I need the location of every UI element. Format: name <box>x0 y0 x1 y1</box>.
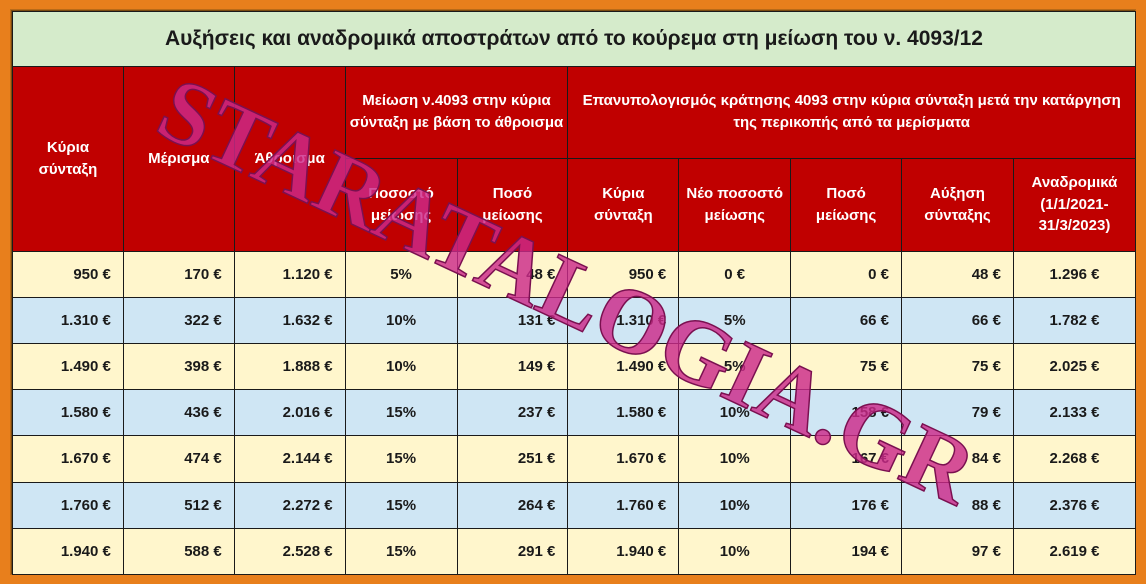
cell-main-pension: 1.760 € <box>12 481 124 529</box>
cell-amount-reduction-recalc: 176 € <box>790 481 903 529</box>
cell-retroactive: 2.619 € <box>1012 527 1137 576</box>
table-row: 950 €170 €1.120 €5% 48 €950 €0 €0 €48 €1.… <box>12 250 1137 298</box>
cell-main-pension: 950 € <box>12 250 124 298</box>
cell-sum: 2.528 € <box>233 527 346 576</box>
cell-new-pct: 0 € <box>678 250 792 298</box>
cell-main-pension-recalc: 1.670 € <box>567 435 680 483</box>
cell-main-pension-recalc: 1.310 € <box>567 296 680 345</box>
table-row: 1.580 €436 €2.016 €15% 237 €1.580 €10% 158… <box>12 389 1137 437</box>
cell-main-pension-recalc: 950 € <box>567 250 680 298</box>
pension-table: Αυξήσεις και αναδρομικά αποστράτων από τ… <box>12 11 1137 576</box>
cell-retroactive: 1.296 € <box>1012 250 1137 298</box>
cell-amount-reduction: 48 € <box>456 250 569 298</box>
cell-main-pension-recalc: 1.760 € <box>567 481 680 529</box>
cell-pct-reduction: 5% <box>344 250 458 298</box>
cell-sum: 2.272 € <box>233 481 346 529</box>
header-sum: Άθροισμα <box>233 65 346 252</box>
cell-main-pension: 1.670 € <box>12 435 124 483</box>
cell-amount-reduction-recalc: 167 € <box>790 435 903 483</box>
cell-amount-reduction: 251 € <box>456 435 569 483</box>
cell-increase: 66 € <box>901 296 1014 345</box>
cell-amount-reduction: 237 € <box>456 389 569 437</box>
cell-dividend: 322 € <box>122 296 235 345</box>
table-row: 1.310 €322 €1.632 €10% 131 €1.310 €5% 66 €… <box>12 296 1137 345</box>
cell-amount-reduction: 131 € <box>456 296 569 345</box>
cell-dividend: 170 € <box>122 250 235 298</box>
header-increase: Αύξηση σύνταξης <box>901 157 1014 252</box>
cell-amount-reduction: 264 € <box>456 481 569 529</box>
cell-main-pension: 1.490 € <box>12 342 124 391</box>
cell-new-pct: 10% <box>678 527 792 576</box>
cell-increase: 88 € <box>901 481 1014 529</box>
table-container: Αυξήσεις και αναδρομικά αποστράτων από τ… <box>11 10 1137 576</box>
cell-increase: 97 € <box>901 527 1014 576</box>
table-title: Αυξήσεις και αναδρομικά αποστράτων από τ… <box>12 11 1136 67</box>
cell-main-pension-recalc: 1.940 € <box>567 527 680 576</box>
table-body: 950 €170 €1.120 €5% 48 €950 €0 €0 €48 €1.… <box>12 250 1137 576</box>
cell-new-pct: 10% <box>678 389 792 437</box>
cell-retroactive: 2.025 € <box>1012 342 1137 391</box>
header-amount-reduction: Ποσό μείωσης <box>456 157 569 252</box>
header-group-recalculation: Επανυπολογισμός κράτησης 4093 στην κύρια… <box>567 65 1136 159</box>
cell-amount-reduction: 149 € <box>456 342 569 391</box>
header-group-reduction: Μείωση ν.4093 στην κύρια σύνταξη με βάση… <box>344 65 569 159</box>
cell-amount-reduction-recalc: 0 € <box>790 250 903 298</box>
cell-dividend: 588 € <box>122 527 235 576</box>
cell-sum: 1.632 € <box>233 296 346 345</box>
cell-sum: 1.888 € <box>233 342 346 391</box>
header-amount-reduction-recalc: Ποσό μείωσης <box>790 157 903 252</box>
cell-retroactive: 2.268 € <box>1012 435 1137 483</box>
header-new-pct: Νέο ποσοστό μείωσης <box>678 157 792 252</box>
cell-main-pension-recalc: 1.580 € <box>567 389 680 437</box>
cell-main-pension: 1.940 € <box>12 527 124 576</box>
cell-pct-reduction: 10% <box>344 342 458 391</box>
cell-amount-reduction-recalc: 194 € <box>790 527 903 576</box>
cell-pct-reduction: 10% <box>344 296 458 345</box>
cell-retroactive: 2.376 € <box>1012 481 1137 529</box>
header-main-pension-recalc: Κύρια σύνταξη <box>567 157 680 252</box>
cell-sum: 2.144 € <box>233 435 346 483</box>
cell-retroactive: 2.133 € <box>1012 389 1137 437</box>
cell-dividend: 436 € <box>122 389 235 437</box>
cell-main-pension-recalc: 1.490 € <box>567 342 680 391</box>
cell-new-pct: 10% <box>678 481 792 529</box>
cell-amount-reduction-recalc: 158 € <box>790 389 903 437</box>
cell-increase: 79 € <box>901 389 1014 437</box>
cell-increase: 48 € <box>901 250 1014 298</box>
header-retroactive: Αναδρομικά (1/1/2021-31/3/2023) <box>1012 157 1137 252</box>
cell-main-pension: 1.310 € <box>12 296 124 345</box>
cell-new-pct: 5% <box>678 296 792 345</box>
cell-amount-reduction-recalc: 75 € <box>790 342 903 391</box>
cell-main-pension: 1.580 € <box>12 389 124 437</box>
cell-new-pct: 5% <box>678 342 792 391</box>
cell-pct-reduction: 15% <box>344 435 458 483</box>
cell-amount-reduction-recalc: 66 € <box>790 296 903 345</box>
header-dividend: Μέρισμα <box>122 65 235 252</box>
table-row: 1.760 €512 €2.272 €15% 264 €1.760 €10% 176… <box>12 481 1137 529</box>
cell-sum: 1.120 € <box>233 250 346 298</box>
table-row: 1.940 €588 €2.528 €15% 291 €1.940 €10% 194… <box>12 527 1137 576</box>
cell-retroactive: 1.782 € <box>1012 296 1137 345</box>
cell-increase: 75 € <box>901 342 1014 391</box>
cell-dividend: 474 € <box>122 435 235 483</box>
cell-pct-reduction: 15% <box>344 389 458 437</box>
table-row: 1.670 €474 €2.144 €15% 251 €1.670 €10% 167… <box>12 435 1137 483</box>
cell-amount-reduction: 291 € <box>456 527 569 576</box>
header-main-pension: Κύρια σύνταξη <box>12 65 124 252</box>
cell-dividend: 398 € <box>122 342 235 391</box>
header-pct-reduction: Ποσοστό μείωσης <box>344 157 458 252</box>
table-row: 1.490 €398 €1.888 €10% 149 €1.490 €5% 75 €… <box>12 342 1137 391</box>
cell-sum: 2.016 € <box>233 389 346 437</box>
cell-increase: 84 € <box>901 435 1014 483</box>
cell-pct-reduction: 15% <box>344 527 458 576</box>
cell-dividend: 512 € <box>122 481 235 529</box>
cell-new-pct: 10% <box>678 435 792 483</box>
cell-pct-reduction: 15% <box>344 481 458 529</box>
